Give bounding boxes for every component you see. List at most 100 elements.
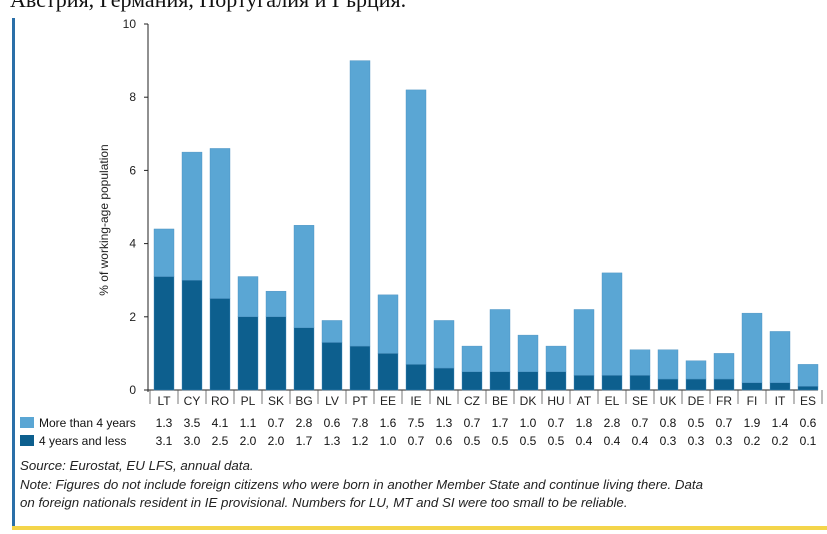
- category-label: DK: [520, 394, 537, 408]
- table-value: 1.3: [156, 416, 173, 430]
- table-value: 1.2: [352, 434, 369, 448]
- chart-frame: [12, 18, 827, 530]
- y-axis-label: % of working-age population: [97, 144, 111, 295]
- bar-segment-4-years-and-less: [237, 316, 259, 391]
- bar-segment-more-than-4-years: [377, 294, 399, 354]
- bar-segment-4-years-and-less: [517, 371, 539, 391]
- table-value: 0.7: [268, 416, 285, 430]
- table-value: 3.5: [184, 416, 201, 430]
- table-value: 0.7: [464, 416, 481, 430]
- y-tick-label: 4: [129, 237, 136, 251]
- table-value: 0.1: [800, 434, 817, 448]
- frame-bottom-bar: [12, 526, 827, 530]
- table-value: 1.8: [576, 416, 593, 430]
- category-label: CZ: [464, 394, 480, 408]
- bar-segment-more-than-4-years: [433, 320, 455, 369]
- table-value: 0.3: [660, 434, 677, 448]
- category-label: RO: [211, 394, 229, 408]
- bar-segment-4-years-and-less: [293, 327, 315, 391]
- table-value: 0.4: [604, 434, 621, 448]
- note-line-2: on foreign nationals resident in IE prov…: [20, 495, 628, 510]
- bar-segment-4-years-and-less: [405, 364, 427, 391]
- table-value: 0.7: [716, 416, 733, 430]
- bar-segment-4-years-and-less: [601, 375, 623, 391]
- table-value: 0.5: [548, 434, 565, 448]
- bar-segment-more-than-4-years: [545, 345, 567, 372]
- category-label: BG: [295, 394, 312, 408]
- bar-segment-4-years-and-less: [433, 367, 455, 391]
- bar-segment-4-years-and-less: [769, 382, 791, 391]
- category-label: LT: [157, 394, 171, 408]
- bar-segment-more-than-4-years: [321, 320, 343, 343]
- bar-segment-4-years-and-less: [657, 378, 679, 391]
- table-value: 2.5: [212, 434, 229, 448]
- table-value: 0.6: [324, 416, 341, 430]
- bar-segment-more-than-4-years: [629, 349, 651, 376]
- bar-segment-4-years-and-less: [545, 371, 567, 391]
- table-value: 0.5: [492, 434, 509, 448]
- bar-segment-more-than-4-years: [405, 89, 427, 365]
- table-value: 1.9: [744, 416, 761, 430]
- category-label: AT: [577, 394, 592, 408]
- bar-segment-4-years-and-less: [713, 378, 735, 391]
- table-value: 2.0: [240, 434, 257, 448]
- legend-swatch: [20, 417, 34, 428]
- category-label: NL: [436, 394, 452, 408]
- bar-segment-4-years-and-less: [377, 353, 399, 391]
- category-label: PL: [241, 394, 256, 408]
- bar-segment-more-than-4-years: [685, 360, 707, 380]
- source-note: Source: Eurostat, EU LFS, annual data.: [20, 458, 254, 473]
- category-label: ES: [800, 394, 816, 408]
- note-line-1: Note: Figures do not include foreign cit…: [20, 477, 703, 492]
- legend-label: 4 years and less: [39, 434, 126, 448]
- bar-segment-more-than-4-years: [517, 334, 539, 372]
- table-value: 7.8: [352, 416, 369, 430]
- table-value: 1.4: [772, 416, 789, 430]
- table-value: 2.8: [604, 416, 621, 430]
- table-value: 2.8: [296, 416, 313, 430]
- table-value: 0.7: [632, 416, 649, 430]
- table-value: 0.6: [800, 416, 817, 430]
- bar-segment-more-than-4-years: [741, 312, 763, 383]
- bar-segment-more-than-4-years: [657, 349, 679, 380]
- category-label: SK: [268, 394, 284, 408]
- table-value: 2.0: [268, 434, 285, 448]
- table-value: 0.5: [520, 434, 537, 448]
- category-label: EL: [605, 394, 620, 408]
- bar-segment-more-than-4-years: [713, 353, 735, 380]
- category-label: IT: [775, 394, 786, 408]
- category-label: UK: [660, 394, 677, 408]
- category-label: CY: [184, 394, 201, 408]
- bar-segment-more-than-4-years: [573, 309, 595, 376]
- table-value: 0.3: [688, 434, 705, 448]
- y-tick-label: 2: [129, 310, 136, 324]
- table-value: 7.5: [408, 416, 425, 430]
- table-value: 0.4: [632, 434, 649, 448]
- bar-segment-4-years-and-less: [153, 276, 175, 391]
- table-value: 1.3: [324, 434, 341, 448]
- table-value: 0.3: [716, 434, 733, 448]
- table-value: 1.7: [296, 434, 313, 448]
- table-value: 4.1: [212, 416, 229, 430]
- legend-label: More than 4 years: [39, 416, 136, 430]
- bar-segment-more-than-4-years: [293, 225, 315, 328]
- table-value: 3.0: [184, 434, 201, 448]
- bar-segment-4-years-and-less: [349, 345, 371, 391]
- category-label: LV: [325, 394, 339, 408]
- bar-segment-more-than-4-years: [797, 364, 819, 387]
- category-label: FR: [716, 394, 732, 408]
- y-tick-label: 8: [129, 90, 136, 104]
- bar-segment-more-than-4-years: [461, 345, 483, 372]
- table-value: 1.0: [520, 416, 537, 430]
- table-value: 0.5: [464, 434, 481, 448]
- y-tick-label: 10: [123, 17, 137, 31]
- category-label: BE: [492, 394, 508, 408]
- bar-segment-more-than-4-years: [153, 228, 175, 277]
- bar-segment-more-than-4-years: [349, 60, 371, 347]
- bar-segment-4-years-and-less: [181, 280, 203, 391]
- table-value: 0.6: [436, 434, 453, 448]
- bar-segment-4-years-and-less: [265, 316, 287, 391]
- bar-segment-4-years-and-less: [629, 375, 651, 391]
- table-value: 0.2: [744, 434, 761, 448]
